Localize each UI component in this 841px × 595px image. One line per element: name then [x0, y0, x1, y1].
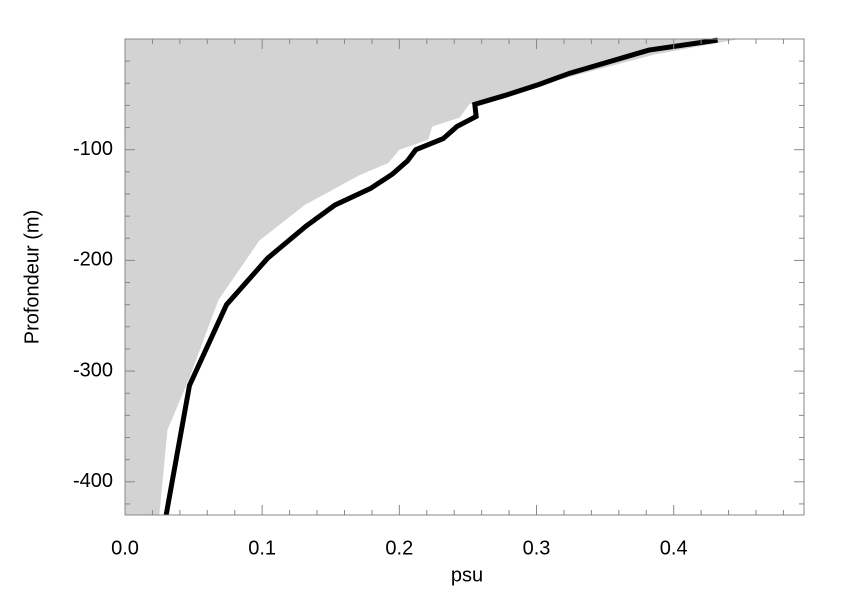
line — [163, 37, 718, 516]
plot-frame — [124, 38, 805, 516]
y-tick-label: -400 — [73, 470, 113, 492]
x-tick-label: 0.2 — [385, 537, 413, 559]
y-tick-label: -200 — [73, 249, 113, 271]
y-axis-label: Profondeur (m) — [21, 210, 43, 345]
y-tick-label: -300 — [73, 359, 113, 381]
area — [125, 39, 740, 515]
x-tick-label: 0.1 — [248, 537, 276, 559]
x-tick-label: 0.3 — [523, 537, 551, 559]
x-axis-label: psu — [451, 564, 483, 586]
x-tick-label: 0.4 — [660, 537, 688, 559]
y-tick-label: -100 — [73, 138, 113, 160]
x-tick-label: 0.0 — [111, 537, 139, 559]
